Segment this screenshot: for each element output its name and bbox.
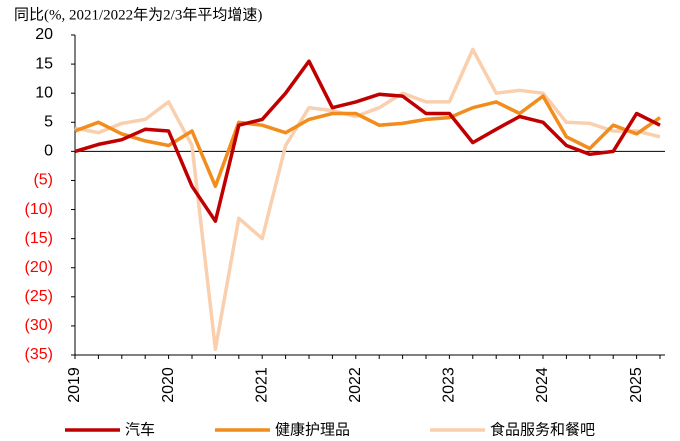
x-tick-label: 2023 (441, 367, 458, 403)
x-tick-label: 2024 (534, 367, 551, 403)
x-tick-label: 2019 (66, 367, 83, 403)
legend-label: 食品服务和餐吧 (490, 421, 595, 439)
x-tick-label: 2022 (347, 367, 364, 403)
y-tick-label: 20 (35, 26, 53, 43)
x-tick-label: 2021 (253, 367, 270, 403)
y-tick-label: 0 (44, 143, 53, 160)
y-tick-label: 10 (35, 84, 53, 101)
y-tick-label: 15 (35, 55, 53, 72)
y-tick-label: (30) (25, 317, 53, 334)
y-tick-label: (20) (25, 259, 53, 276)
x-tick-label: 2020 (160, 367, 177, 403)
x-tick-label: 2025 (628, 367, 645, 403)
legend-label: 汽车 (125, 421, 155, 439)
series-line (74, 59, 661, 223)
y-tick-label: (35) (25, 346, 53, 363)
y-tick-label: (25) (25, 288, 53, 305)
y-tick-label: 5 (44, 113, 53, 130)
y-tick-label: (10) (25, 201, 53, 218)
legend-label: 健康护理品 (275, 421, 350, 439)
chart-title: 同比(%, 2021/2022年为2/3年平均增速) (14, 6, 262, 23)
y-tick-label: (15) (25, 230, 53, 247)
series-line (74, 94, 662, 189)
series-line (74, 47, 661, 351)
y-tick-label: (5) (33, 172, 53, 189)
